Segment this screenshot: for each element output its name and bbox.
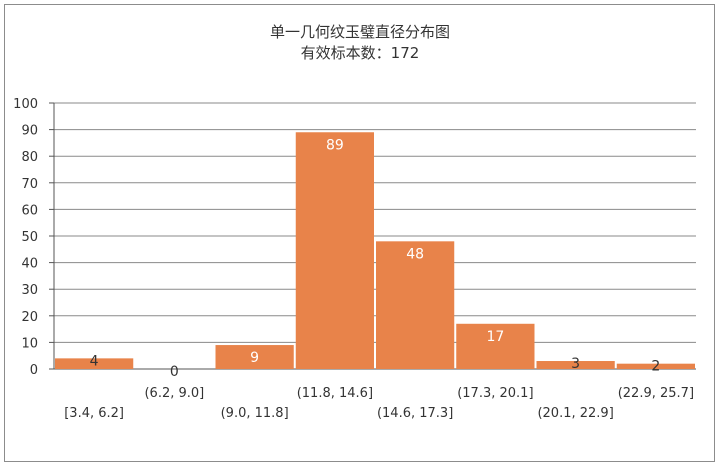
category-label: (11.8, 14.6] <box>297 386 373 401</box>
bar <box>456 323 535 369</box>
data-label: 89 <box>326 137 344 153</box>
chart-subtitle: 有效标本数：172 <box>301 44 420 62</box>
x-axis: [3.4, 6.2] (6.2, 9.0] (9.0, 11.8] (11.8, 14… <box>64 386 694 421</box>
data-label: 3 <box>571 356 580 372</box>
category-label: (20.1, 22.9] <box>537 406 613 421</box>
y-tick-label: 50 <box>21 230 38 245</box>
category-label: (9.0, 11.8] <box>221 406 289 421</box>
category-label: (22.9, 25.7] <box>618 386 694 401</box>
data-label: 4 <box>90 353 99 369</box>
bar <box>536 361 615 369</box>
category-label: (6.2, 9.0] <box>144 386 204 401</box>
y-tick-label: 40 <box>21 257 38 272</box>
data-label: 0 <box>170 364 179 380</box>
bar <box>295 132 374 369</box>
y-tick-label: 0 <box>30 363 38 378</box>
y-tick-label: 100 <box>13 97 38 112</box>
bar <box>55 358 134 369</box>
y-tick-label: 90 <box>21 124 38 139</box>
y-tick-label: 20 <box>21 310 38 325</box>
category-label: [3.4, 6.2] <box>64 406 124 421</box>
category-label: (14.6, 17.3] <box>377 406 453 421</box>
y-tick-label: 60 <box>21 203 38 218</box>
y-tick-label: 80 <box>21 150 38 165</box>
gridlines <box>54 102 696 370</box>
bars: 4 0 9 89 48 17 3 2 <box>55 132 695 380</box>
data-label: 17 <box>486 329 504 345</box>
y-tick-label: 30 <box>21 283 38 298</box>
y-tick-label: 10 <box>21 336 38 351</box>
y-axis: 0 10 20 30 40 50 60 70 80 90 100 <box>13 97 55 378</box>
bar <box>616 363 695 369</box>
data-label: 9 <box>250 350 259 366</box>
category-label: (17.3, 20.1] <box>457 386 533 401</box>
bar <box>215 345 294 369</box>
bar <box>376 241 455 369</box>
data-label: 2 <box>651 359 660 375</box>
y-tick-label: 70 <box>21 177 38 192</box>
chart-title: 单一几何纹玉璧直径分布图 <box>270 23 450 41</box>
data-label: 48 <box>406 246 424 262</box>
